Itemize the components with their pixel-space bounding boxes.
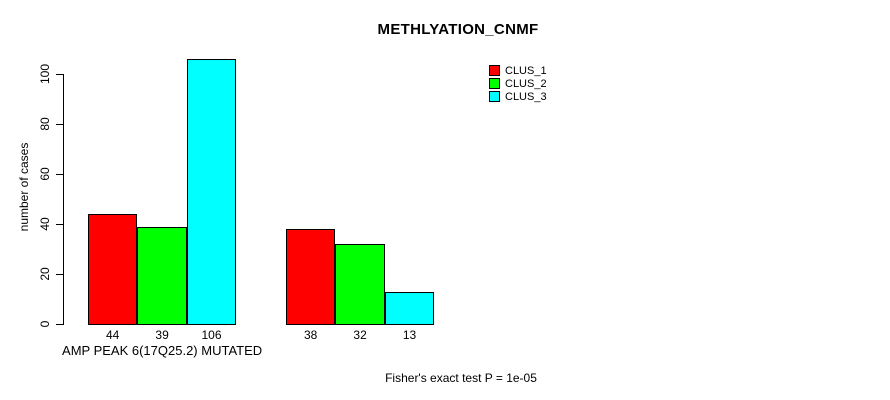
bar-value-label: 44 xyxy=(106,328,120,342)
y-tick-label: 40 xyxy=(38,217,52,231)
bar-clus_3-group1 xyxy=(186,59,237,325)
bar-value-label: 13 xyxy=(402,328,417,342)
legend-swatch-icon xyxy=(489,78,500,89)
y-tick-label: 100 xyxy=(38,63,52,85)
chart-title: METHLYATION_CNMF xyxy=(377,21,539,38)
legend-label: CLUS_3 xyxy=(505,90,547,103)
legend: CLUS_1 CLUS_2 CLUS_3 xyxy=(489,64,579,109)
y-tick-mark xyxy=(56,274,63,275)
legend-label: CLUS_2 xyxy=(505,77,547,90)
y-tick-label: 0 xyxy=(38,320,52,328)
y-tick-label: 80 xyxy=(38,117,52,131)
legend-item-clus_3: CLUS_3 xyxy=(489,90,547,103)
y-tick-mark xyxy=(56,174,63,175)
bar-clus_3-group2 xyxy=(384,291,435,325)
bar-value-label: 38 xyxy=(304,328,318,342)
bar-value-label: 106 xyxy=(201,328,222,342)
legend-item-clus_2: CLUS_2 xyxy=(489,77,547,90)
legend-item-clus_1: CLUS_1 xyxy=(489,64,547,77)
legend-label: CLUS_1 xyxy=(505,64,547,77)
y-tick-label: 60 xyxy=(38,167,52,181)
legend-swatch-icon xyxy=(489,65,500,76)
y-tick-mark xyxy=(56,74,63,75)
y-tick-mark xyxy=(56,124,63,125)
bar-clus_2-group2 xyxy=(335,244,385,325)
y-tick-label: 20 xyxy=(38,267,52,281)
bar-clus_1-group2 xyxy=(286,229,336,325)
bar-clus_2-group1 xyxy=(137,226,187,325)
bar-value-label: 32 xyxy=(353,328,367,342)
y-axis-title: number of cases xyxy=(17,142,31,232)
legend-swatch-icon xyxy=(489,91,500,102)
y-tick-mark xyxy=(56,324,63,325)
y-axis-line xyxy=(63,74,64,325)
bar-value-label: 39 xyxy=(155,328,169,342)
bar-clus_1-group1 xyxy=(88,214,138,325)
footer-annotation: Fisher's exact test P = 1e-05 xyxy=(385,371,537,385)
y-tick-mark xyxy=(56,224,63,225)
x-group-label: AMP PEAK 6(17Q25.2) MUTATED xyxy=(62,343,263,358)
